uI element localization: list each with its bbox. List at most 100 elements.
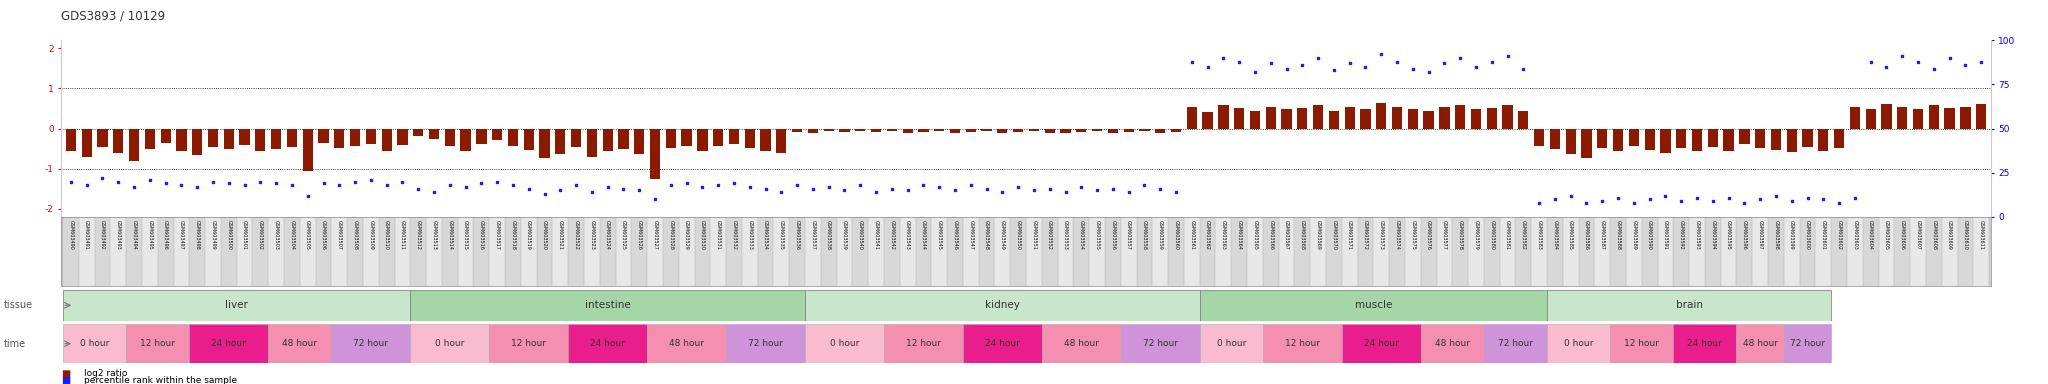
Text: GSM603571: GSM603571	[1348, 220, 1352, 250]
Bar	[1737, 324, 1784, 363]
Bar	[1061, 129, 1071, 132]
Bar	[571, 129, 582, 147]
Text: GSM603520: GSM603520	[543, 220, 547, 250]
Bar	[1673, 217, 1690, 286]
Bar	[111, 217, 127, 286]
Bar	[1614, 129, 1624, 151]
Text: GSM603505: GSM603505	[305, 220, 309, 250]
Text: GSM603575: GSM603575	[1411, 220, 1415, 250]
Bar	[1124, 129, 1135, 132]
Bar	[1329, 111, 1339, 129]
Text: 48 hour: 48 hour	[1063, 339, 1100, 348]
Bar	[1423, 111, 1434, 129]
Bar	[1073, 217, 1090, 286]
Bar	[1833, 129, 1845, 148]
Text: GSM603548: GSM603548	[985, 220, 989, 250]
Bar	[1120, 217, 1137, 286]
Bar	[1772, 129, 1782, 149]
Bar	[1894, 217, 1911, 286]
Bar	[1739, 129, 1749, 144]
Bar	[981, 129, 991, 131]
Bar	[1944, 108, 1954, 129]
Text: GSM603573: GSM603573	[1378, 220, 1384, 250]
Bar	[127, 324, 188, 363]
Bar	[788, 217, 805, 286]
Bar	[287, 129, 297, 147]
Text: GSM603597: GSM603597	[1757, 220, 1763, 250]
Text: 12 hour: 12 hour	[139, 339, 176, 348]
Bar	[1313, 104, 1323, 129]
Bar	[489, 324, 567, 363]
Text: GSM603604: GSM603604	[1868, 220, 1874, 250]
Bar	[1628, 129, 1638, 146]
Bar	[176, 129, 186, 151]
Text: GSM603553: GSM603553	[1063, 220, 1067, 250]
Bar	[1010, 217, 1026, 286]
Bar	[1139, 129, 1149, 131]
Bar	[918, 129, 928, 132]
Text: 24 hour: 24 hour	[590, 339, 625, 348]
Text: GSM603546: GSM603546	[952, 220, 958, 250]
Text: 24 hour: 24 hour	[1688, 339, 1722, 348]
Bar	[963, 217, 979, 286]
Bar	[1485, 217, 1499, 286]
Bar	[885, 217, 899, 286]
Bar	[1393, 107, 1403, 129]
Bar	[537, 217, 553, 286]
Bar	[567, 324, 647, 363]
Bar	[678, 217, 694, 286]
Text: GSM603543: GSM603543	[905, 220, 909, 250]
Text: GSM603591: GSM603591	[1663, 220, 1667, 250]
Text: GSM603592: GSM603592	[1679, 220, 1683, 250]
Text: GSM603497: GSM603497	[178, 220, 184, 250]
Text: GSM603579: GSM603579	[1473, 220, 1479, 250]
Text: GSM603577: GSM603577	[1442, 220, 1448, 250]
Text: GSM603574: GSM603574	[1395, 220, 1399, 250]
Text: 12 hour: 12 hour	[905, 339, 940, 348]
Bar	[1878, 217, 1894, 286]
Bar	[285, 217, 299, 286]
Text: ■: ■	[61, 376, 72, 384]
Text: tissue: tissue	[4, 300, 33, 310]
Bar	[63, 324, 127, 363]
Bar	[647, 324, 727, 363]
Text: GSM603508: GSM603508	[352, 220, 358, 250]
Text: GSM603496: GSM603496	[164, 220, 168, 250]
Bar	[963, 324, 1042, 363]
Text: GSM603562: GSM603562	[1204, 220, 1210, 250]
Bar	[78, 217, 94, 286]
Text: 0 hour: 0 hour	[1217, 339, 1245, 348]
Bar	[221, 217, 238, 286]
Text: 72 hour: 72 hour	[748, 339, 782, 348]
Bar	[63, 290, 410, 321]
Text: GSM603555: GSM603555	[1094, 220, 1100, 250]
Bar	[1108, 129, 1118, 132]
Text: GSM603544: GSM603544	[922, 220, 926, 250]
Bar	[1942, 217, 1958, 286]
Text: GSM603512: GSM603512	[416, 220, 420, 250]
Text: 72 hour: 72 hour	[1497, 339, 1534, 348]
Text: ■: ■	[61, 369, 72, 379]
Bar	[539, 129, 549, 157]
Text: GSM603593: GSM603593	[1694, 220, 1700, 250]
Text: GSM603568: GSM603568	[1300, 220, 1305, 250]
Bar	[600, 217, 616, 286]
Text: GSM603522: GSM603522	[573, 220, 580, 250]
Text: 48 hour: 48 hour	[1436, 339, 1470, 348]
Bar	[1487, 108, 1497, 129]
Bar	[1610, 217, 1626, 286]
Text: GSM603506: GSM603506	[322, 220, 326, 250]
Text: GSM603493: GSM603493	[117, 220, 121, 250]
Bar	[1440, 107, 1450, 129]
Bar	[741, 217, 758, 286]
Bar	[1200, 324, 1264, 363]
Text: GSM603557: GSM603557	[1126, 220, 1130, 250]
Text: GSM603533: GSM603533	[748, 220, 752, 250]
Text: GSM603547: GSM603547	[969, 220, 973, 250]
Bar	[426, 217, 442, 286]
Text: 48 hour: 48 hour	[670, 339, 705, 348]
Text: GSM603611: GSM603611	[1978, 220, 1985, 250]
Bar	[414, 129, 424, 136]
Bar	[1597, 129, 1608, 148]
Bar	[238, 217, 252, 286]
